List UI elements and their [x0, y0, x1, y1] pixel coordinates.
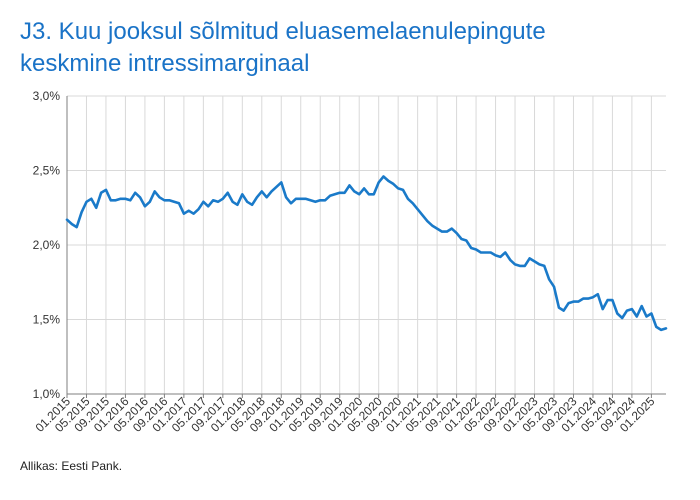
y-tick-label: 2,0% — [33, 238, 61, 252]
y-tick-label: 2,5% — [33, 164, 61, 178]
chart-title-line-2: keskmine intressimarginaal — [20, 50, 310, 77]
y-tick-label: 1,0% — [33, 387, 61, 401]
y-tick-label: 1,5% — [33, 313, 61, 327]
chart-title: J3. Kuu jooksul sõlmitud eluasemelaenule… — [20, 16, 680, 80]
series-line — [65, 175, 668, 332]
chart-title-line-1: J3. Kuu jooksul sõlmitud eluasemelaenule… — [20, 18, 546, 45]
y-tick-label: 3,0% — [33, 89, 61, 103]
source-note: Allikas: Eesti Pank. — [20, 459, 123, 473]
